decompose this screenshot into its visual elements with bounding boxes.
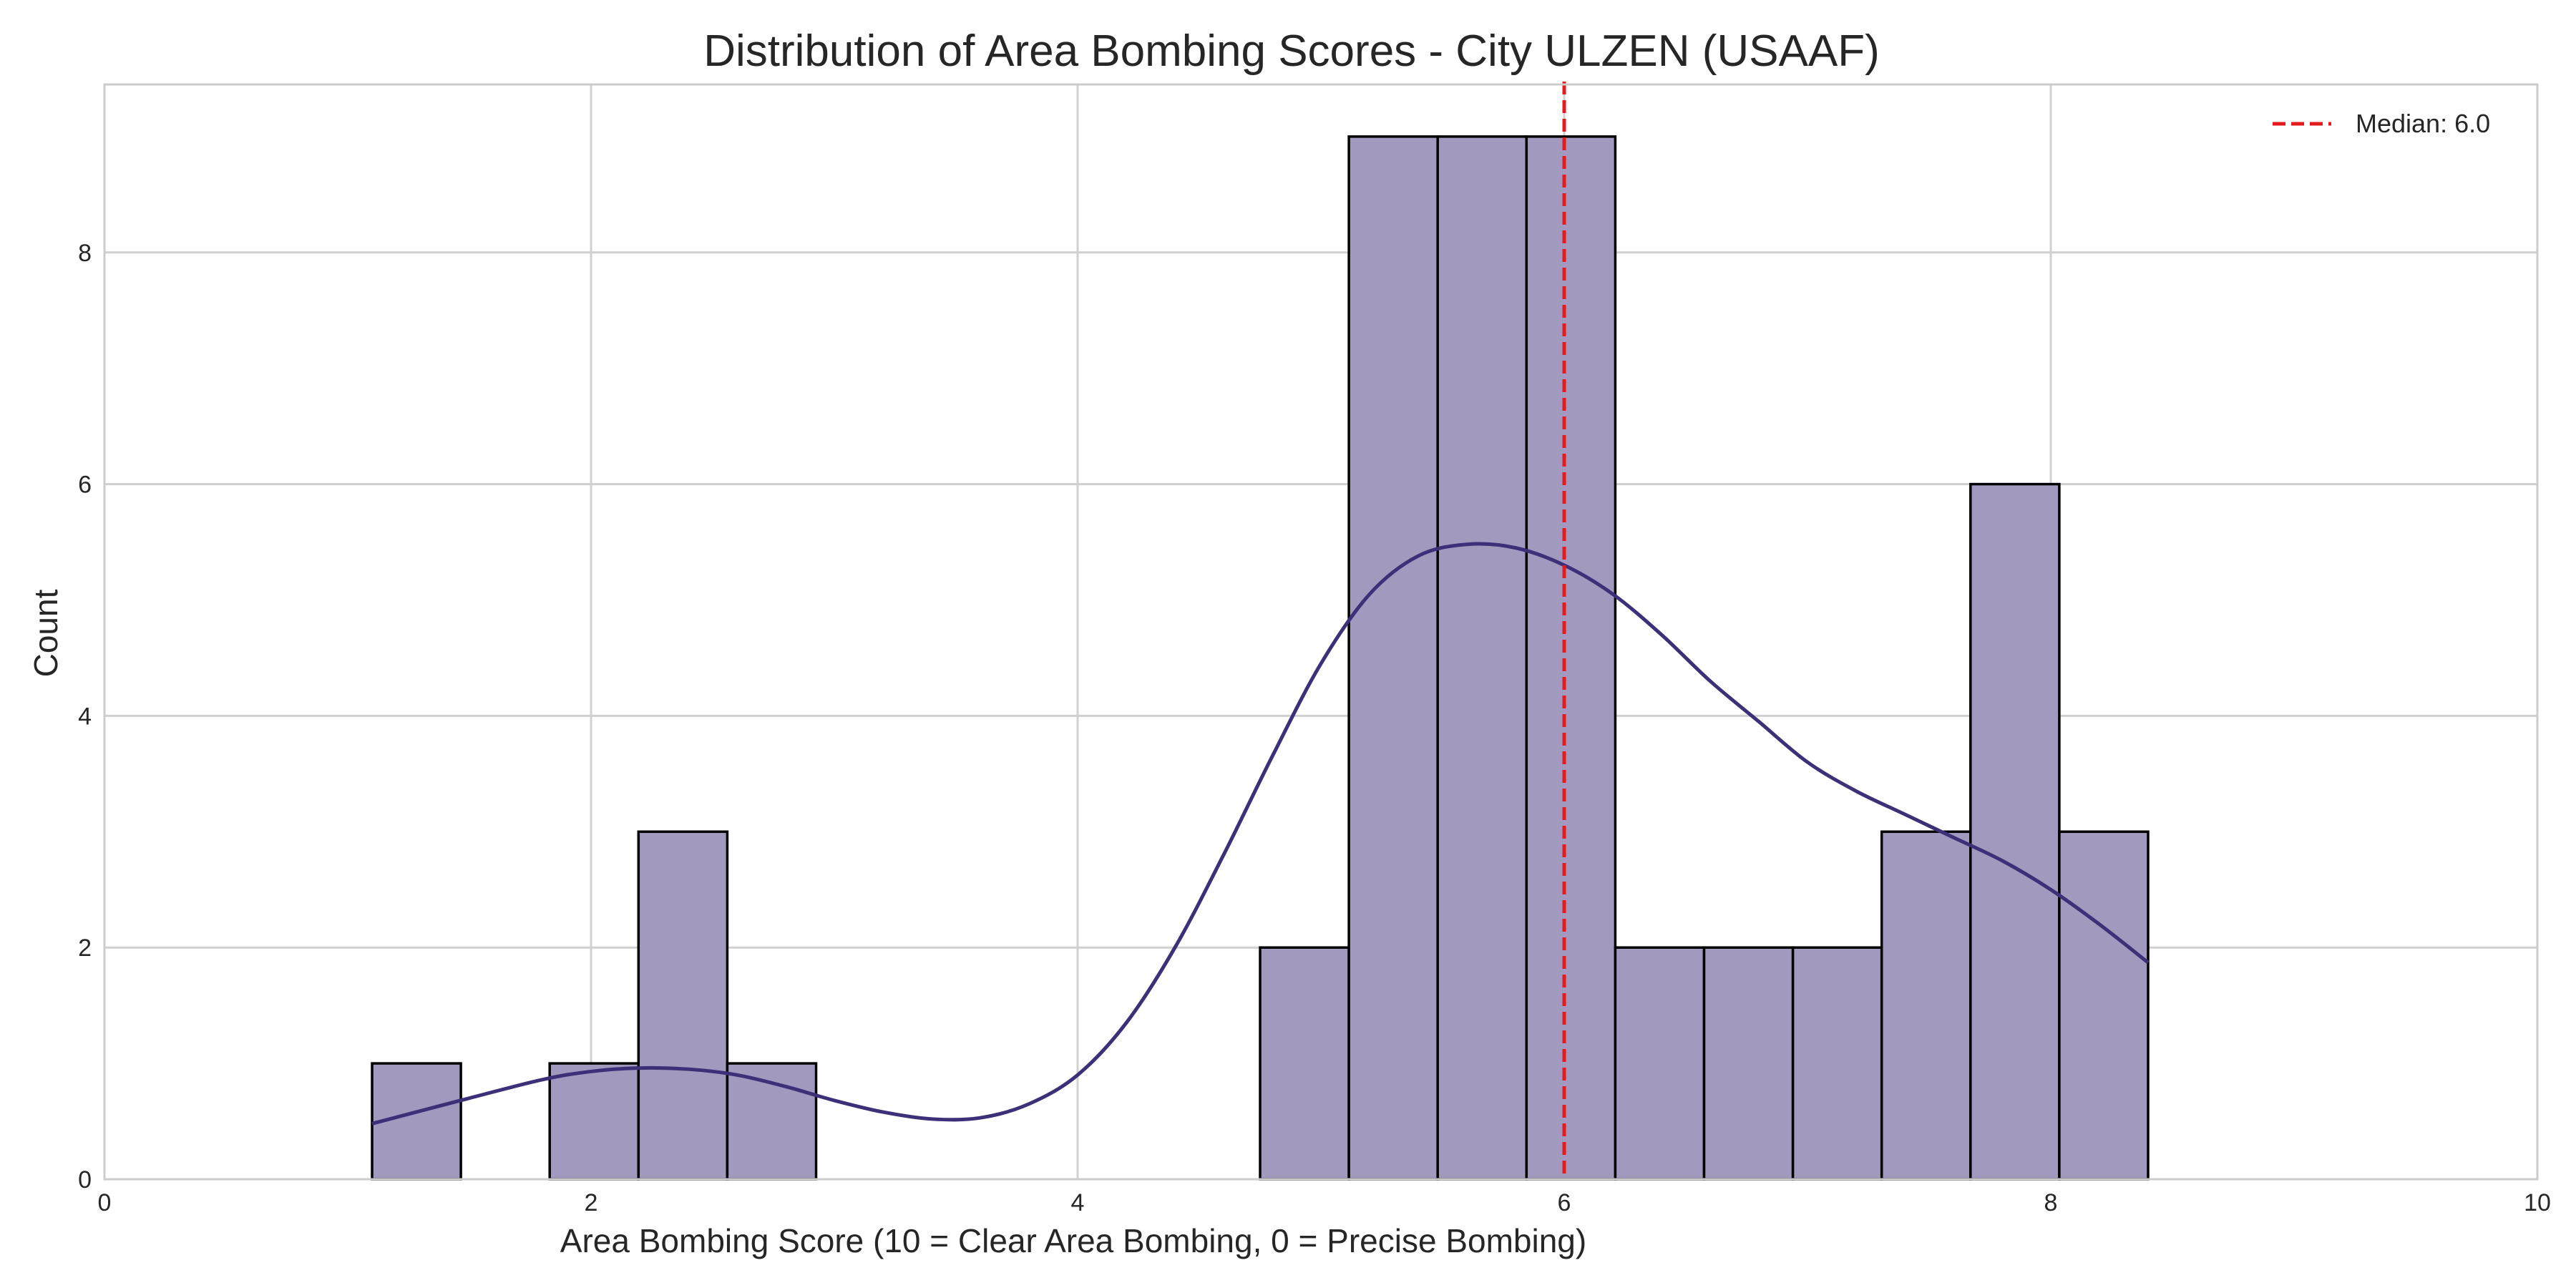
y-tick-label: 4 [78,703,92,730]
histogram-bar [1436,135,1528,1181]
histogram-bar [2058,830,2150,1181]
histogram-bar [1969,482,2061,1181]
kde-curve [371,542,2150,1126]
x-tick-label: 4 [1071,1189,1085,1216]
y-axis-ticks: 0 2 4 6 8 [78,240,92,1194]
y-tick-label: 2 [78,935,92,962]
legend-median-label: Median: 6.0 [2356,109,2490,138]
histogram-bar [637,830,729,1181]
histogram-bar [548,1062,640,1181]
x-axis-ticks: 0 2 4 6 8 10 [98,1189,2551,1216]
chart-title: Distribution of Area Bombing Scores - Ci… [703,26,1880,76]
x-tick-label: 10 [2524,1189,2551,1216]
histogram-bar [1880,830,1972,1181]
histogram-bar [1791,946,1883,1181]
x-tick-label: 2 [585,1189,598,1216]
x-tick-label: 6 [1558,1189,1571,1216]
x-tick-label: 0 [98,1189,112,1216]
y-tick-label: 0 [78,1166,92,1194]
plot-area [103,82,2539,1181]
y-tick-label: 6 [78,472,92,499]
histogram-bar [726,1062,818,1181]
histogram-bar [1259,946,1350,1181]
histogram-bar [1525,135,1617,1181]
x-tick-label: 8 [2044,1189,2058,1216]
y-axis-title: Count [27,589,64,677]
histogram-bars [371,135,2150,1181]
legend: Median: 6.0 [2273,109,2490,138]
x-axis-title: Area Bombing Score (10 = Clear Area Bomb… [560,1222,1586,1259]
histogram-bar [1702,946,1795,1181]
histogram-bar [1614,946,1706,1181]
axes-frame [103,83,2539,1181]
y-tick-label: 8 [78,240,92,267]
histogram-bar [1347,135,1439,1181]
